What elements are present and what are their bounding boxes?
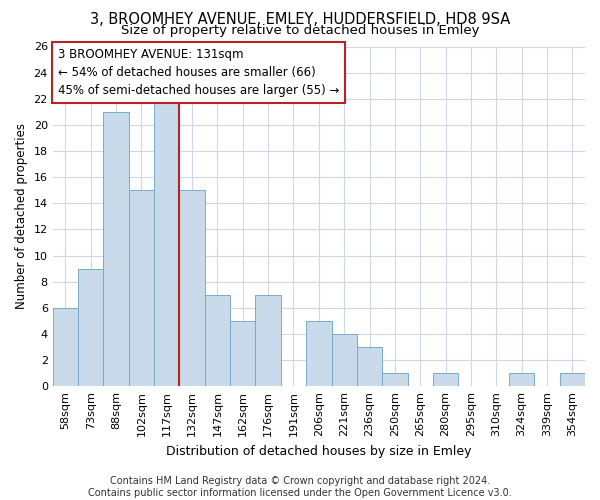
Text: 3, BROOMHEY AVENUE, EMLEY, HUDDERSFIELD, HD8 9SA: 3, BROOMHEY AVENUE, EMLEY, HUDDERSFIELD,… <box>90 12 510 28</box>
Bar <box>78 268 103 386</box>
Bar <box>53 308 78 386</box>
Bar <box>509 373 535 386</box>
Bar <box>433 373 458 386</box>
X-axis label: Distribution of detached houses by size in Emley: Distribution of detached houses by size … <box>166 444 472 458</box>
Text: 3 BROOMHEY AVENUE: 131sqm
← 54% of detached houses are smaller (66)
45% of semi-: 3 BROOMHEY AVENUE: 131sqm ← 54% of detac… <box>58 48 340 97</box>
Y-axis label: Number of detached properties: Number of detached properties <box>15 124 28 310</box>
Bar <box>230 321 256 386</box>
Bar <box>560 373 585 386</box>
Bar <box>382 373 407 386</box>
Bar <box>103 112 129 386</box>
Bar <box>205 295 230 386</box>
Bar <box>179 190 205 386</box>
Bar <box>332 334 357 386</box>
Bar <box>256 295 281 386</box>
Bar <box>357 347 382 387</box>
Bar <box>306 321 332 386</box>
Bar <box>129 190 154 386</box>
Text: Contains HM Land Registry data © Crown copyright and database right 2024.
Contai: Contains HM Land Registry data © Crown c… <box>88 476 512 498</box>
Bar <box>154 99 179 386</box>
Text: Size of property relative to detached houses in Emley: Size of property relative to detached ho… <box>121 24 479 37</box>
